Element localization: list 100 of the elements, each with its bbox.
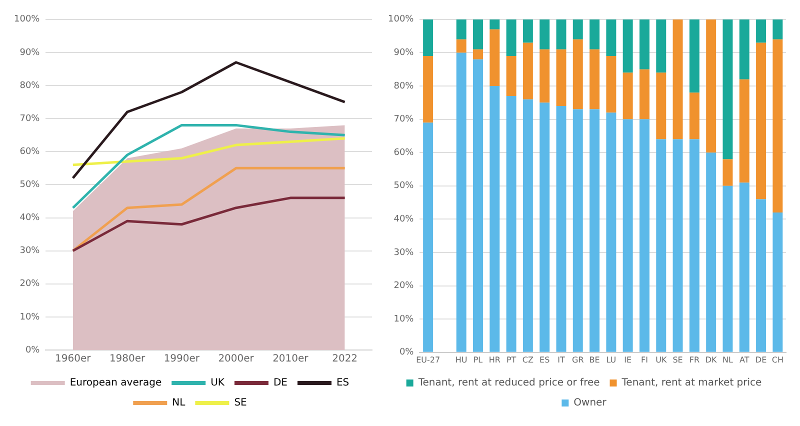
y-tick-label: 30%: [394, 248, 414, 258]
bar: [772, 19, 783, 40]
y-tick-label: 60%: [20, 146, 40, 157]
bar: [456, 39, 466, 53]
bar: [656, 19, 666, 73]
x-tick-label: BE: [589, 355, 600, 364]
bar: [639, 19, 650, 70]
bar: [590, 19, 600, 50]
y-tick-label: 80%: [20, 80, 40, 91]
x-tick-label: AT: [740, 355, 750, 364]
bar: [706, 19, 716, 153]
legend-label: UK: [210, 378, 225, 389]
y-tick-label: 30%: [20, 246, 40, 256]
y-tick-label: 70%: [20, 114, 40, 124]
bar: [606, 112, 616, 352]
legend-label: Tenant, rent at reduced price or free: [417, 378, 600, 389]
x-tick-label: FI: [641, 355, 648, 364]
bar: [672, 139, 683, 352]
bar: [423, 122, 434, 352]
x-tick-label: IT: [558, 355, 565, 364]
bar: [456, 52, 466, 352]
x-tick-label: 2010er: [272, 354, 310, 365]
bar: [656, 139, 666, 352]
x-tick-label: ES: [540, 355, 550, 364]
x-tick-label: PL: [473, 355, 484, 364]
bar: [506, 56, 516, 96]
bar: [639, 69, 650, 120]
bar: [772, 212, 783, 352]
y-tick-label: 100%: [14, 14, 40, 25]
y-tick-label: 40%: [394, 214, 414, 225]
legend-label: SE: [234, 398, 247, 409]
y-tick-label: 100%: [388, 14, 414, 25]
bar: [473, 59, 483, 352]
x-tick-label: 1960er: [55, 354, 92, 365]
bar: [572, 19, 583, 40]
bar: [590, 49, 600, 110]
bar: [490, 86, 500, 352]
x-tick-label: CZ: [522, 355, 534, 364]
bar: [590, 109, 600, 352]
bar: [756, 19, 766, 43]
bar: [572, 109, 583, 352]
x-tick-label: HR: [488, 355, 501, 364]
x-tick-label: FR: [689, 355, 700, 364]
x-tick-label: SE: [672, 355, 683, 364]
bar: [556, 106, 566, 352]
y-tick-label: 80%: [394, 81, 414, 92]
bar: [739, 79, 750, 183]
bar: [722, 19, 733, 160]
bar: [490, 29, 500, 86]
bar: [639, 119, 650, 352]
x-tick-label: PT: [506, 355, 516, 364]
bar: [622, 119, 633, 352]
bar: [689, 92, 700, 140]
bar: [689, 19, 700, 93]
y-tick-label: 40%: [20, 213, 40, 224]
bar: [706, 152, 716, 352]
x-tick-label: GR: [572, 355, 584, 364]
bar: [540, 49, 550, 103]
bar: [522, 99, 533, 352]
bar: [672, 19, 683, 140]
bar: [606, 56, 616, 113]
bar: [490, 19, 500, 30]
y-tick-label: 90%: [394, 48, 414, 58]
bar: [522, 42, 533, 100]
x-tick-label: HU: [455, 355, 468, 364]
bar: [772, 39, 783, 213]
y-tick-label: 20%: [20, 279, 40, 290]
bar: [722, 159, 733, 186]
x-tick-label: 2022: [332, 354, 358, 365]
bar: [689, 139, 700, 352]
y-tick-label: 50%: [20, 180, 40, 190]
bar: [540, 19, 550, 50]
legend-label: ES: [336, 378, 350, 389]
x-tick-label: IE: [624, 355, 632, 364]
bar: [656, 72, 666, 140]
x-tick-label: CH: [772, 355, 784, 364]
bar: [473, 19, 483, 50]
bar: [423, 19, 434, 56]
x-tick-label: DE: [755, 355, 767, 364]
bar: [556, 19, 566, 50]
y-tick-label: 10%: [20, 312, 40, 322]
bar: [622, 19, 633, 73]
bar: [739, 19, 750, 80]
bar: [572, 39, 583, 110]
x-tick-label: EU-27: [416, 355, 440, 364]
y-tick-label: 10%: [394, 314, 414, 324]
legend-label: Tenant, rent at market price: [620, 378, 762, 389]
bar: [522, 19, 533, 43]
x-tick-label: 1980er: [109, 354, 146, 365]
y-tick-label: 90%: [20, 48, 40, 58]
bar: [556, 49, 566, 106]
bar: [473, 49, 483, 60]
y-tick-label: 70%: [394, 114, 414, 125]
bar: [606, 19, 616, 56]
x-tick-label: LU: [606, 355, 616, 364]
bar: [622, 72, 633, 120]
bar: [540, 102, 550, 352]
x-tick-label: UK: [656, 355, 668, 364]
y-tick-label: 20%: [394, 281, 414, 292]
bar: [756, 199, 766, 352]
